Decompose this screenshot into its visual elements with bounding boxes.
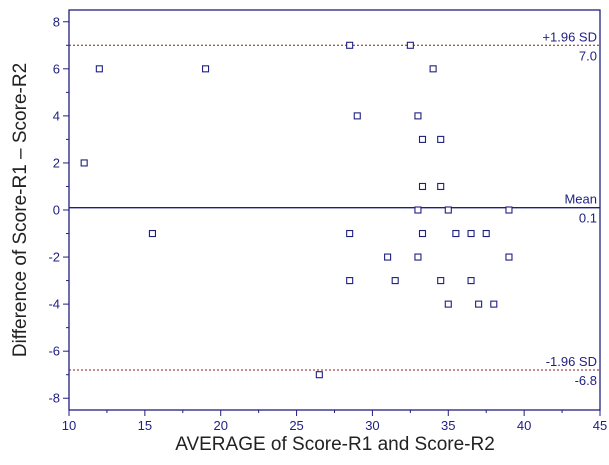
upper-loa-label: +1.96 SD	[542, 29, 597, 44]
y-tick-label: -8	[48, 391, 60, 406]
y-tick-label: 2	[53, 155, 60, 170]
upper-loa-value: 7.0	[579, 48, 597, 63]
data-point	[482, 229, 490, 238]
data-point	[444, 300, 452, 308]
data-point	[384, 253, 392, 261]
y-tick-label: 8	[53, 14, 60, 29]
data-point	[467, 277, 475, 285]
x-tick-label: 10	[62, 418, 76, 433]
y-tick-label: -2	[48, 250, 60, 265]
data-point	[346, 277, 354, 285]
x-axis-title: AVERAGE of Score-R1 and Score-R2	[175, 434, 495, 455]
data-point	[414, 206, 422, 214]
data-point	[437, 135, 445, 143]
lower-loa-value: -6.8	[575, 373, 597, 388]
mean-value: 0.1	[579, 211, 597, 226]
data-points	[80, 41, 513, 379]
lower-loa-label: -1.96 SD	[546, 354, 597, 369]
y-tick-label: 0	[53, 203, 60, 218]
data-point	[429, 65, 437, 73]
data-point	[346, 41, 354, 49]
data-point	[80, 159, 88, 167]
y-axis-ticks: -8 -6 -4 -2 0 2 4 6 8	[48, 14, 69, 406]
data-point	[437, 182, 445, 191]
y-tick-label: 6	[53, 61, 60, 76]
data-point	[406, 41, 414, 49]
data-point	[148, 229, 156, 238]
data-point	[505, 253, 513, 261]
x-tick-label: 25	[289, 418, 303, 433]
data-point	[418, 135, 427, 143]
data-point	[353, 112, 361, 120]
data-point	[95, 65, 103, 73]
x-tick-label: 35	[441, 418, 455, 433]
y-tick-label: -6	[48, 344, 60, 359]
data-point	[418, 182, 427, 191]
data-point	[452, 229, 460, 238]
x-tick-label: 45	[593, 418, 607, 433]
data-point	[437, 277, 445, 285]
data-point	[505, 206, 513, 214]
x-tick-label: 40	[517, 418, 531, 433]
y-tick-label: -4	[48, 297, 60, 312]
data-point	[414, 253, 422, 261]
y-axis-title: Difference of Score-R1 – Score-R2	[10, 63, 31, 357]
mean-label: Mean	[564, 192, 597, 207]
data-point	[414, 112, 422, 120]
data-point	[418, 229, 427, 238]
data-point	[391, 277, 399, 285]
y-tick-label: 4	[53, 108, 60, 123]
data-point	[490, 300, 498, 308]
data-point	[444, 206, 452, 214]
x-tick-label: 30	[365, 418, 379, 433]
data-point	[315, 371, 323, 379]
x-axis-ticks: 10 15 20 25 30 35 40 45	[62, 410, 607, 433]
x-tick-label: 20	[213, 418, 227, 433]
data-point	[346, 229, 354, 238]
data-point	[467, 229, 475, 238]
data-point	[475, 300, 483, 308]
data-point	[201, 65, 210, 73]
x-tick-label: 15	[138, 418, 152, 433]
